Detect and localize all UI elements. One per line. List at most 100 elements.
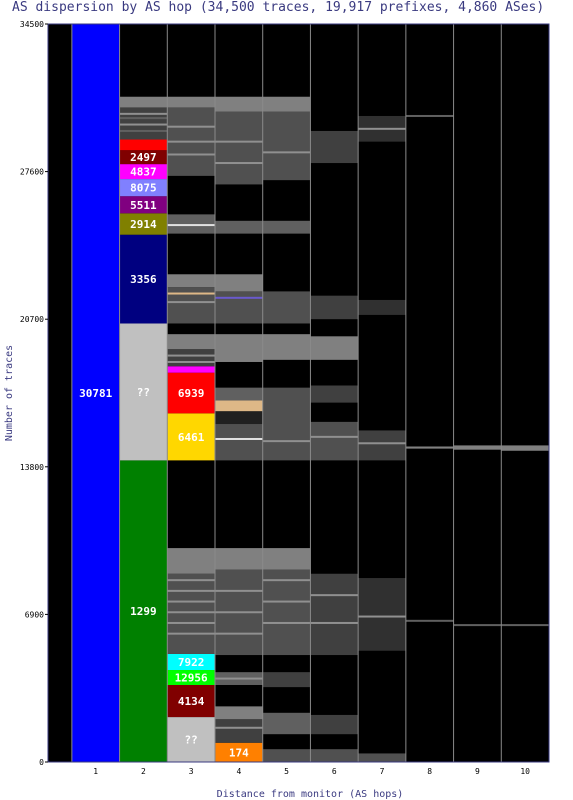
bar-stripe-hop5-30 [262, 440, 311, 443]
bar-stripe-hop2-1 [119, 123, 168, 126]
bar-stripe-hop3-10 [167, 360, 215, 363]
bar-stripe-hop5-28 [262, 600, 311, 603]
bar-segment-hop3-24 [167, 274, 215, 288]
bar-segment-hop3-13 [167, 684, 215, 718]
bar-segment-hop5-51 [262, 291, 311, 324]
bar-stripe-hop8-38 [405, 619, 454, 622]
plot-frame [47, 23, 550, 763]
bar-segment-label: 4837 [130, 166, 157, 179]
bar-segment-label: 1299 [130, 605, 157, 618]
bar-stripe-hop3-15 [167, 153, 215, 156]
bar-segment-hop6-57 [310, 573, 359, 656]
bar-stripe-hop3-14 [167, 224, 215, 227]
bar-segment-hop4-34 [215, 424, 263, 461]
bar-segment-hop2-4 [119, 213, 168, 235]
bar-stripe-hop4-21 [215, 611, 263, 614]
bar-stripe-hop7-37 [358, 127, 406, 130]
bar-stripe-hop4-25 [215, 162, 263, 165]
bar-segment-label: 174 [229, 746, 249, 759]
bar-segment-hop2-9 [119, 139, 168, 151]
bar-segment-label: 7922 [178, 656, 205, 669]
bar-stripe-hop4-19 [215, 677, 263, 680]
bar-segment-label: 6939 [178, 387, 205, 400]
bar-segment-hop6-60 [310, 336, 359, 360]
y-tick-label: 0 [39, 758, 44, 767]
bar-segment-hop4-41 [215, 220, 263, 234]
bar-stripe-hop10-41 [501, 624, 549, 627]
bar-stripe-hop3-8 [167, 589, 215, 592]
bar-segment-hop3-16 [167, 573, 215, 654]
bar-segment-label: 5511 [130, 199, 157, 212]
bar-stripe-hop5-29 [262, 579, 311, 582]
bar-segment-hop2-1 [119, 460, 168, 762]
bar-segment-label: 30781 [79, 387, 112, 400]
bar-stripe-hop6-34 [310, 435, 359, 438]
bar-stripe-hop6-32 [310, 621, 359, 624]
bar-segment-hop5-54 [262, 96, 311, 112]
bar-segment-hop7-63 [358, 753, 406, 762]
bar-segment-hop3-14 [167, 670, 215, 685]
bar-segment-label: ?? [137, 386, 150, 399]
bar-stripe-hop3-9 [167, 579, 215, 582]
bar-segment-hop2-10 [119, 107, 168, 140]
bar-stripe-hop9-40 [453, 624, 502, 627]
bar-labels: 30781 1299?? 3356 2914 5511 8075 4837 2497?? 413… [79, 151, 249, 759]
bar-segment-hop6-59 [310, 385, 359, 403]
bar-segment-hop3-17 [167, 548, 215, 574]
bar-stripe-hop3-4 [167, 632, 215, 635]
bar-stripe-hop3-17 [167, 125, 215, 128]
x-tick-label: 5 [284, 767, 289, 776]
bar-stripe-hop3-5 [167, 621, 215, 624]
x-tick-label: 2 [141, 767, 146, 776]
bar-segment-hop4-40 [215, 274, 263, 292]
bar-segment-hop1-0 [71, 24, 120, 762]
bar-segment-hop6-56 [310, 714, 359, 735]
bar-segment-label: 4134 [178, 695, 205, 708]
bar-stripe-hop2-3 [119, 112, 168, 115]
bar-segment-hop4-36 [215, 400, 263, 412]
y-axis-label: Number of traces [4, 345, 15, 441]
bar-stripe-hop3-7 [167, 600, 215, 603]
bar-stripe-hop4-23 [215, 437, 263, 440]
y-tick-label: 27600 [20, 168, 44, 177]
bar-segment-hop3-22 [167, 334, 215, 350]
bar-segment-hop5-49 [262, 387, 311, 461]
x-tick-label: 7 [380, 767, 385, 776]
bar-segment-hop4-43 [215, 96, 263, 112]
bar-segment-hop3-25 [167, 214, 215, 234]
bar-segments [71, 24, 549, 762]
bar-stripe-hop5-31 [262, 151, 311, 154]
bar-segment-hop4-39 [215, 291, 263, 324]
y-tick-label: 13800 [20, 463, 44, 472]
bar-stripe-hop4-22 [215, 589, 263, 592]
bar-segment-hop5-44 [262, 749, 311, 762]
bar-stripe-hop3-11 [167, 354, 215, 357]
bar-segment-hop10-70 [501, 445, 549, 451]
bar-stripe-hop4-24 [215, 296, 263, 299]
bar-segment-hop6-62 [310, 130, 359, 164]
bar-segment-hop8-68 [405, 446, 454, 449]
bar-segment-label: 6461 [178, 431, 205, 444]
bar-segment-hop2-2 [119, 323, 168, 461]
bar-segment-hop5-53 [262, 111, 311, 181]
bar-segment-hop6-61 [310, 295, 359, 320]
bar-stripe-hop6-33 [310, 594, 359, 597]
bar-segment-hop4-37 [215, 387, 263, 401]
bar-stripes [119, 112, 549, 729]
bar-segment-hop4-33 [215, 548, 263, 570]
bar-segment-hop3-27 [167, 96, 215, 108]
x-tick-label: 10 [520, 767, 530, 776]
x-tick-label: 1 [93, 767, 98, 776]
bar-stripe-hop3-12 [167, 301, 215, 304]
bar-segment-hop2-3 [119, 234, 168, 324]
bar-segment-hop7-66 [358, 299, 406, 315]
x-axis: 1 2 3 4 5 6 7 8 9 10 [93, 767, 530, 776]
bar-segment-hop4-38 [215, 334, 263, 362]
x-axis-label: Distance from monitor (AS hops) [217, 789, 404, 800]
x-tick-label: 3 [189, 767, 194, 776]
bar-segment-hop9-69 [453, 445, 502, 450]
bar-segment-hop5-45 [262, 712, 311, 735]
x-tick-label: 6 [332, 767, 337, 776]
bar-segment-hop5-47 [262, 569, 311, 656]
